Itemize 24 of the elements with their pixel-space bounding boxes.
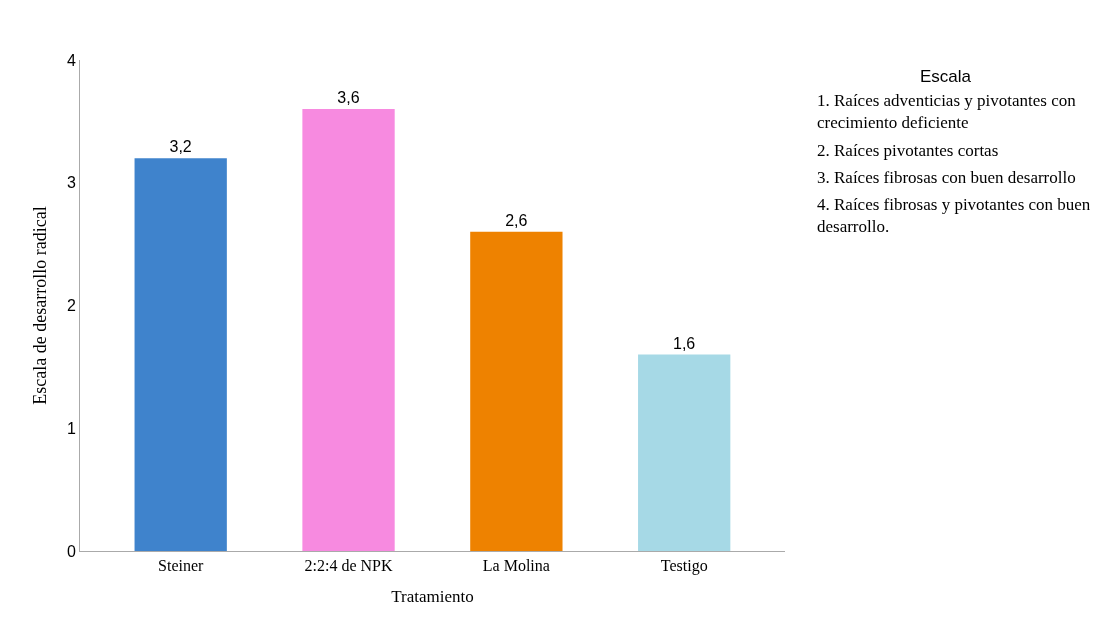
data-label: 3,2 [169,138,192,156]
data-label: 1,6 [673,334,696,352]
bar [302,109,395,551]
text: 3. Raíces fibrosas con buen desarrollo [817,168,1076,187]
x-tick-label: Testigo [660,557,708,576]
text: 2. Raíces pivotantes cortas [817,141,999,160]
y-tick-label: 1 [66,419,76,437]
y-tick-label: 3 [66,174,76,192]
bar [470,231,563,551]
text: 4. Raíces fibrosas y pivotantes con buen desarrollo. [817,195,1091,237]
bar [134,158,227,551]
text: Escala [920,67,972,86]
y-tick-label: 2 [66,297,76,315]
bar [638,354,731,551]
y-tick-label: 4 [66,51,76,69]
x-tick-label: 2:2:4 de NPK [304,557,393,575]
data-label: 2,6 [505,211,528,229]
text: 1. Raíces adventicias y pivotantes con crecimiento deficiente [817,91,1077,133]
data-label: 3,6 [337,89,360,107]
y-axis-title: Escala de desarrollo radical [30,206,51,405]
y-tick-label: 0 [66,542,76,560]
x-tick-label: Steiner [158,557,205,575]
x-tick-label: La Molina [482,557,550,575]
x-axis-title: Tratamiento [391,586,474,606]
